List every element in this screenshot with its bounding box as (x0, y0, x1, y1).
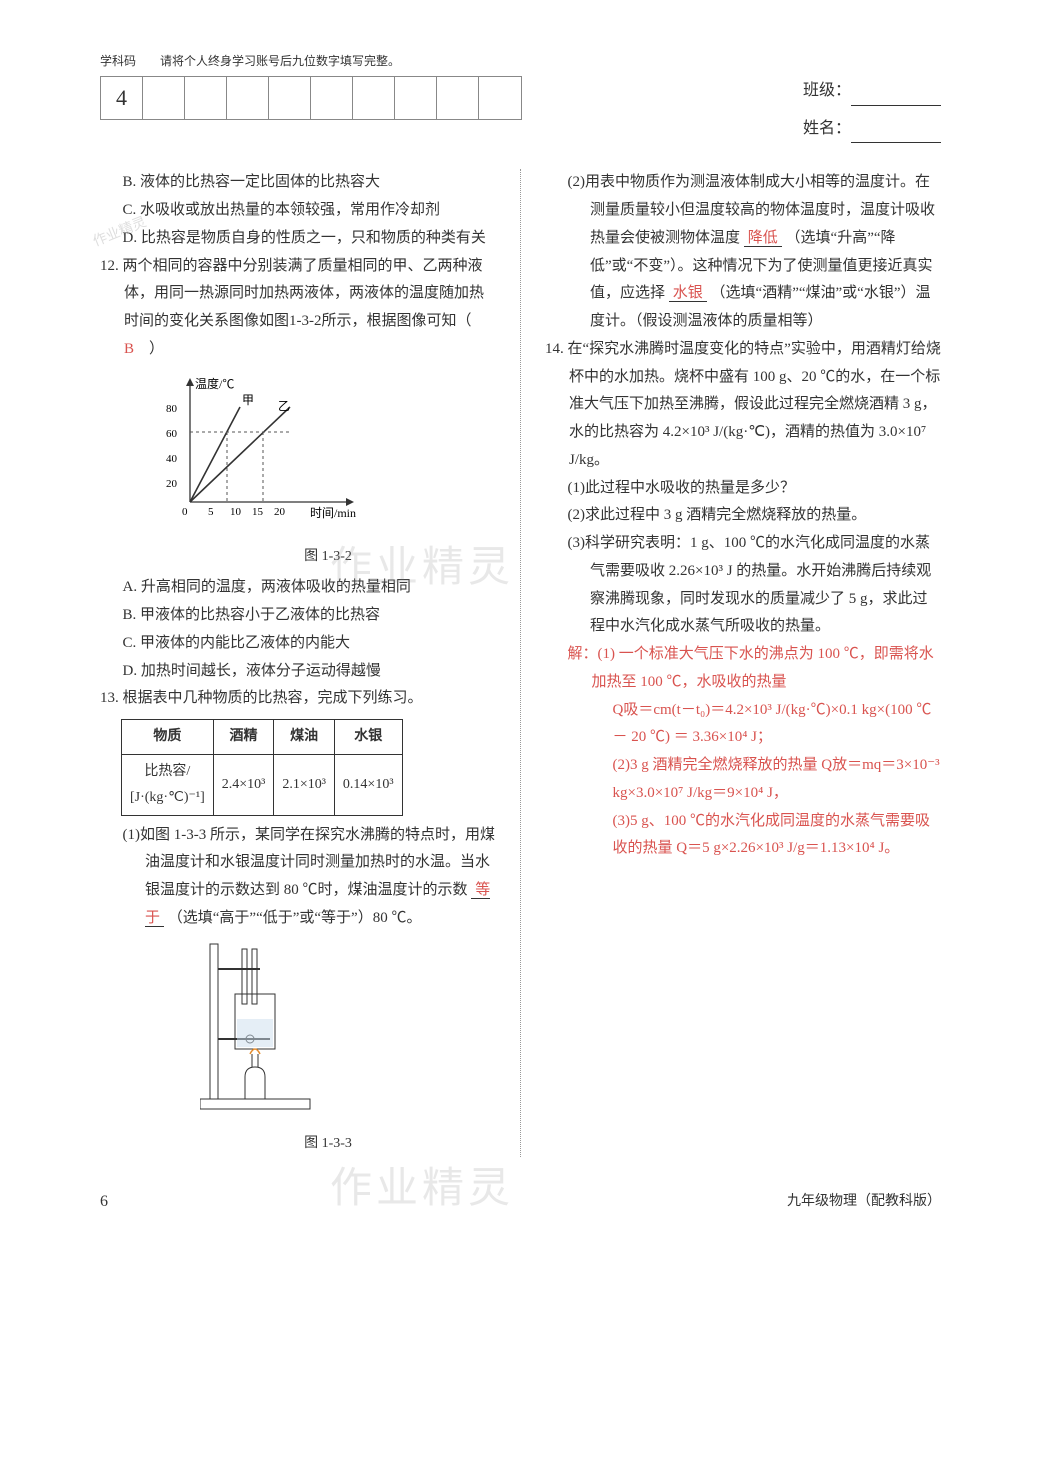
header-block: 学科码 请将个人终身学习账号后九位数字填写完整。 4 班级： 姓名： (100, 50, 941, 151)
q13-stem: 13. 根据表中几种物质的比热容，完成下列练习。 (100, 685, 496, 713)
temperature-chart-svg: 温度/℃ 时间/min 80 60 40 20 0 5 10 15 20 甲 乙 (160, 372, 370, 532)
svg-text:20: 20 (166, 478, 178, 490)
q14-solution: 解：(1) 一个标准大气压下水的沸点为 100 ℃，即需将水加热至 100 ℃，… (545, 641, 941, 863)
q12-answer: B (124, 341, 134, 357)
left-column: B. 液体的比热容一定比固体的比热容大 C. 水吸收或放出热量的本领较强，常用作… (100, 169, 496, 1157)
q13-2-answer-1: 降低 (744, 230, 782, 247)
q14-3: (3)科学研究表明：1 g、100 ℃的水汽化成同温度的水蒸气需要吸收 2.26… (545, 530, 941, 641)
code-box-9[interactable] (479, 77, 521, 119)
svg-text:0: 0 (182, 506, 188, 518)
q14-2: (2)求此过程中 3 g 酒精完全燃烧释放的热量。 (545, 502, 941, 530)
svg-text:甲: 甲 (242, 393, 254, 407)
svg-text:10: 10 (230, 506, 242, 518)
page-number: 6 (100, 1187, 108, 1217)
apparatus-svg (200, 939, 320, 1119)
svg-text:5: 5 (208, 506, 214, 518)
name-blank[interactable] (851, 126, 941, 144)
code-box-5[interactable] (311, 77, 353, 119)
name-fields: 班级： 姓名： (803, 76, 941, 151)
sol-3: (3)5 g、100 ℃的水汽化成同温度的水蒸气需要吸收的热量 Q＝5 g×2.… (568, 808, 942, 864)
sol-2: (2)3 g 酒精完全燃烧释放的热量 Q放＝mq＝3×10⁻³ kg×3.0×1… (568, 752, 942, 808)
q12-opt-a: A. 升高相同的温度，两液体吸收的热量相同 (100, 574, 496, 602)
name-label: 姓名： (803, 120, 851, 137)
q11-opt-c: C. 水吸收或放出热量的本领较强，常用作冷却剂 (100, 197, 496, 225)
specific-heat-table: 物质 酒精 煤油 水银 比热容/[J·(kg·℃)⁻¹] 2.4×10³ 2.1… (121, 719, 403, 816)
code-box-3[interactable] (227, 77, 269, 119)
svg-text:60: 60 (166, 428, 178, 440)
q14-stem: 14. 在“探究水沸腾时温度变化的特点”实验中，用酒精灯给烧杯中的水加热。烧杯中… (545, 336, 941, 475)
q14-1: (1)此过程中水吸收的热量是多少？ (545, 475, 941, 503)
right-column: (2)用表中物质作为测温液体制成大小相等的温度计。在测量质量较小但温度较高的物体… (545, 169, 941, 1157)
svg-text:乙: 乙 (278, 399, 290, 413)
svg-text:80: 80 (166, 403, 178, 415)
cell-kerosene: 2.1×10³ (274, 754, 335, 815)
column-divider (520, 169, 521, 1157)
svg-text:40: 40 (166, 453, 178, 465)
code-box-8[interactable] (437, 77, 479, 119)
q13-2: (2)用表中物质作为测温液体制成大小相等的温度计。在测量质量较小但温度较高的物体… (545, 169, 941, 336)
svg-text:20: 20 (274, 506, 286, 518)
th-substance: 物质 (122, 720, 214, 755)
chart-1-3-2: 温度/℃ 时间/min 80 60 40 20 0 5 10 15 20 甲 乙… (160, 372, 496, 571)
y-axis-label: 温度/℃ (195, 376, 234, 391)
cell-alcohol: 2.4×10³ (213, 754, 274, 815)
th-kerosene: 煤油 (274, 720, 335, 755)
code-box-4[interactable] (269, 77, 311, 119)
page-footer: 6 九年级物理（配教科版） (100, 1187, 941, 1217)
code-box-7[interactable] (395, 77, 437, 119)
th-mercury: 水银 (334, 720, 402, 755)
q13-1: (1)如图 1-3-3 所示，某同学在探究水沸腾的特点时，用煤油温度计和水银温度… (100, 822, 496, 933)
class-blank[interactable] (851, 88, 941, 106)
book-title: 九年级物理（配教科版） (787, 1189, 941, 1215)
q13-2-answer-2: 水银 (669, 285, 707, 302)
code-box-1[interactable] (143, 77, 185, 119)
fig-1-3-3-caption: 图 1-3-3 (160, 1131, 496, 1157)
q12-opt-b: B. 甲液体的比热容小于乙液体的比热容 (100, 602, 496, 630)
header-label: 学科码 请将个人终身学习账号后九位数字填写完整。 (100, 50, 941, 72)
code-box-2[interactable] (185, 77, 227, 119)
code-box-0: 4 (101, 77, 143, 119)
q11-opt-b: B. 液体的比热容一定比固体的比热容大 (100, 169, 496, 197)
q12-stem: 12. 两个相同的容器中分别装满了质量相同的甲、乙两种液体，用同一热源同时加热两… (100, 253, 496, 364)
apparatus-figure: 图 1-3-3 (200, 939, 496, 1158)
q12-opt-c: C. 甲液体的内能比乙液体的内能大 (100, 630, 496, 658)
th-alcohol: 酒精 (213, 720, 274, 755)
q12-opt-d: D. 加热时间越长，液体分子运动得越慢 (100, 658, 496, 686)
sol-1b: Q吸＝cm(t－t₀)＝4.2×10³ J/(kg·℃)×0.1 kg×(100… (568, 697, 942, 753)
cell-mercury: 0.14×10³ (334, 754, 402, 815)
row-label: 比热容/[J·(kg·℃)⁻¹] (122, 754, 214, 815)
svg-text:15: 15 (252, 506, 264, 518)
class-label: 班级： (803, 82, 851, 99)
code-boxes: 4 (100, 76, 522, 120)
fig-1-3-2-caption: 图 1-3-2 (160, 544, 496, 570)
x-axis-label: 时间/min (310, 506, 356, 520)
q11-opt-d: D. 比热容是物质自身的性质之一，只和物质的种类有关 (100, 225, 496, 253)
code-box-6[interactable] (353, 77, 395, 119)
